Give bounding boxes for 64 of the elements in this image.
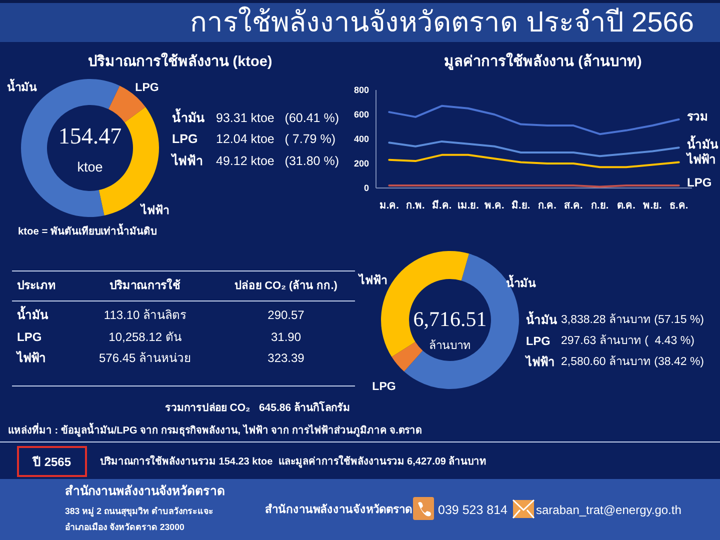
- cell: ไฟฟ้า: [17, 351, 46, 365]
- annotation: รวมการปล่อย CO₂ 645.86 ล้านกิโลกรัม: [164, 402, 350, 414]
- title: ปริมาณการใช้พลังงาน (ktoe): [88, 54, 272, 70]
- header: ปล่อย CO₂ (ล้าน กก.): [234, 280, 338, 292]
- annotation: 383 หมู่ 2 ถนนสุขุมวิท ตำบลวังกระแจะ: [65, 506, 214, 516]
- annotation: ktoe: [77, 160, 103, 174]
- x-tick: ส.ค.: [564, 200, 583, 212]
- title: มูลค่าการใช้พลังงาน (ล้านบาท): [444, 54, 642, 70]
- series-label: LPG: [687, 176, 712, 190]
- x-tick: ต.ค.: [616, 200, 636, 212]
- y-tick: 800: [354, 85, 369, 95]
- cell: LPG: [17, 330, 42, 344]
- y-tick: 600: [354, 110, 369, 120]
- annotation: saraban_trat@energy.go.th: [536, 503, 682, 517]
- x-tick: มี.ค.: [432, 200, 452, 212]
- x-tick: ธ.ค.: [670, 200, 688, 212]
- cell: 31.90: [270, 330, 302, 344]
- list-name: ไฟฟ้า: [526, 355, 555, 369]
- annotation: ล้านบาท: [429, 340, 471, 352]
- annotation: 154.47: [58, 124, 122, 148]
- annotation: 6,716.51: [413, 307, 487, 331]
- cell: 290.57: [268, 308, 304, 322]
- cell: 323.39: [268, 351, 304, 365]
- list-name: น้ำมัน: [526, 313, 557, 327]
- slice-label: LPG: [372, 381, 396, 393]
- annotation: 297.63 ล้านบาท ( 4.43 %): [561, 335, 694, 347]
- title: การใช้พลังงานจังหวัดตราด ประจำปี 2566: [190, 6, 694, 38]
- annotation: ปี 2565: [32, 455, 72, 469]
- series-label: รวม: [687, 109, 708, 124]
- list-name: ไฟฟ้า: [172, 154, 203, 168]
- header: ปริมาณการใช้: [110, 280, 180, 292]
- cell: น้ำมัน: [17, 308, 48, 322]
- x-tick: พ.ค.: [484, 200, 504, 212]
- annotation: อำเภอเมือง จังหวัดตราด 23000: [65, 522, 184, 532]
- cell: 10,258.12 ตัน: [108, 330, 182, 344]
- cell: 113.10 ล้านลิตร: [104, 308, 186, 322]
- annotation: ปริมาณการใช้พลังงานรวม 154.23 ktoe และมูลค่าการใช้พลังงานรวม 6,427.09 ล้านบาท: [100, 456, 487, 468]
- cell: 576.45 ล้านหน่วย: [98, 351, 192, 365]
- annotation: 12.04 ktoe ( 7.79 %): [216, 132, 336, 146]
- list-name: LPG: [526, 334, 550, 348]
- slice-label: ไฟฟ้า: [141, 205, 169, 217]
- slice-label: ไฟฟ้า: [359, 275, 387, 287]
- x-tick: ก.ย.: [591, 200, 609, 212]
- header: ประเภท: [17, 280, 56, 292]
- x-tick: มิ.ย.: [512, 200, 530, 212]
- x-tick: ก.ค.: [538, 200, 556, 212]
- list-name: LPG: [172, 132, 198, 146]
- series-label: น้ำมัน: [687, 137, 718, 152]
- annotation: 2,580.60 ล้านบาท (38.42 %): [561, 356, 704, 368]
- y-tick: 200: [354, 158, 369, 168]
- x-tick: ก.พ.: [406, 200, 425, 212]
- annotation: 039 523 814: [438, 503, 508, 517]
- annotation: สำนักงานพลังงานจังหวัดตราด: [265, 504, 412, 516]
- x-tick: เม.ย.: [457, 200, 479, 212]
- y-tick: 400: [354, 134, 369, 144]
- x-tick: ม.ค.: [379, 200, 399, 212]
- annotation: 93.31 ktoe (60.41 %): [216, 111, 339, 125]
- series-label: ไฟฟ้า: [687, 152, 716, 166]
- annotation: สำนักงานพลังงานจังหวัดตราด: [65, 484, 225, 498]
- x-tick: พ.ย.: [643, 200, 662, 212]
- y-tick: 0: [364, 183, 369, 193]
- annotation: 49.12 ktoe (31.80 %): [216, 154, 339, 168]
- slice-label: LPG: [135, 82, 159, 94]
- annotation: 3,838.28 ล้านบาท (57.15 %): [561, 314, 704, 326]
